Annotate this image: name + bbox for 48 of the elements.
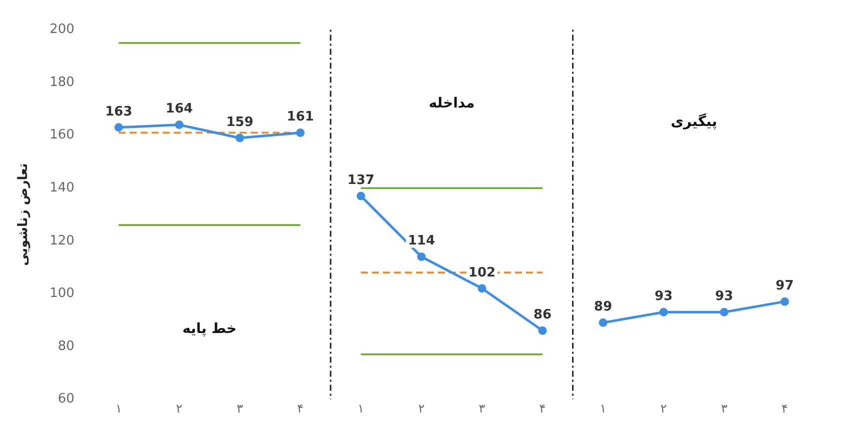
x-tick-label: ۳: [478, 402, 486, 416]
x-tick-label: ۴: [782, 402, 788, 416]
point: [236, 134, 244, 142]
y-tick-label: 120: [50, 233, 74, 248]
y-axis-title: تعارض زناشویی: [16, 163, 32, 266]
point: [114, 123, 123, 132]
data-label: 114: [408, 234, 435, 249]
data-label: 89: [594, 300, 612, 315]
point: [417, 252, 426, 261]
data-label: 86: [533, 307, 552, 322]
data-label: 164: [166, 102, 193, 117]
data-label: 159: [226, 114, 254, 130]
y-tick-label: 80: [58, 338, 74, 354]
point: [780, 297, 789, 306]
y-tick-label: 200: [50, 22, 74, 38]
y-tick-label: 140: [50, 180, 74, 196]
x-tick-label: ۲: [418, 402, 425, 416]
x-tick-label: ۱: [358, 402, 364, 416]
point: [720, 308, 728, 316]
data-label: 161: [286, 110, 314, 125]
data-label: 93: [715, 289, 734, 304]
y-tick-label: 160: [50, 128, 74, 143]
point: [659, 308, 668, 316]
data-label: 163: [105, 104, 132, 120]
annotation: مداخله: [428, 96, 475, 112]
y-tick-label: 180: [50, 74, 74, 90]
point: [356, 192, 366, 200]
annotation: خط پایه: [182, 321, 237, 338]
x-tick-label: ۱: [115, 402, 122, 416]
x-tick-label: ۳: [236, 402, 244, 416]
x-tick-label: ۳: [720, 402, 728, 416]
annotation: پیگیری: [670, 113, 718, 130]
data-label: 137: [347, 172, 374, 188]
y-tick-label: 100: [50, 286, 74, 302]
point: [598, 318, 608, 327]
x-tick-label: ۲: [660, 402, 667, 416]
x-tick-label: ۲: [176, 402, 182, 416]
x-tick-label: ۴: [297, 402, 304, 416]
x-tick-label: ۱: [600, 402, 606, 416]
point: [174, 120, 184, 130]
x-tick-label: ۴: [539, 402, 546, 416]
data-label: 102: [468, 265, 496, 280]
point: [296, 128, 305, 137]
y-tick-label: 60: [58, 392, 74, 407]
data-label: 93: [654, 289, 673, 304]
point: [538, 326, 547, 335]
data-label: 97: [776, 278, 794, 294]
point: [478, 284, 486, 293]
